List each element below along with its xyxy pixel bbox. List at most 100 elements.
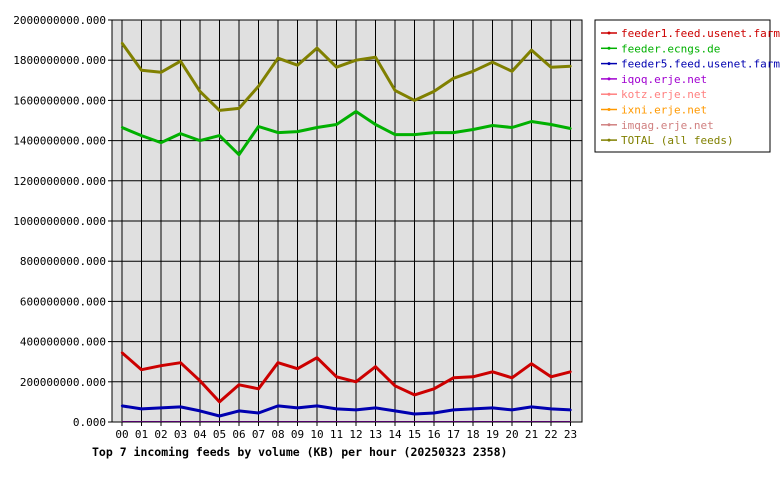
legend-label: iqoq.erje.net [621,73,707,86]
y-tick-label: 1200000000.000 [13,175,106,188]
data-point [140,368,143,371]
data-point [296,130,299,133]
y-tick-label: 1400000000.000 [13,135,106,148]
x-tick-label: 05 [213,428,226,441]
legend-label: feeder1.feed.usenet.farm [621,27,780,40]
data-point [471,70,475,73]
legend-label: imqag.erje.net [621,119,714,132]
data-point [452,376,455,379]
data-point [569,65,572,68]
data-point [530,405,533,409]
plot-border [111,19,583,423]
data-point [179,405,182,409]
x-tick-label: 10 [310,428,323,441]
data-point [335,375,338,378]
data-point [569,370,572,373]
data-point [276,131,280,134]
legend-marker [607,31,611,35]
y-tick-label: 1000000000.000 [13,215,106,228]
data-point [393,89,397,92]
x-tick-label: 08 [271,428,284,441]
legend-marker [607,108,611,111]
x-tick-label: 23 [564,428,577,441]
series-line [121,404,571,418]
data-point [393,384,397,388]
series-line [121,110,571,157]
data-point [491,124,494,127]
y-tick-label: 0.000 [73,416,106,429]
data-point [257,411,260,415]
data-point [432,131,436,134]
data-point [432,411,436,415]
data-point [198,90,202,93]
legend-marker [607,46,611,50]
x-tick-label: 18 [466,428,479,441]
data-point [140,407,143,411]
data-point [159,71,163,74]
data-point [237,383,241,387]
data-point [374,55,377,59]
data-point [549,123,553,126]
x-tick-label: 02 [154,428,167,441]
data-point [257,125,260,128]
data-point [510,376,514,379]
data-point [393,409,397,413]
data-point [218,109,221,112]
data-point [257,387,260,391]
data-point [296,64,299,67]
y-tick-label: 600000000.000 [20,295,106,308]
x-tick-label: 01 [135,428,148,441]
data-point [198,139,202,142]
data-point [491,370,494,373]
data-point [120,41,124,45]
data-point [413,99,416,102]
data-point [218,400,221,404]
data-point [354,110,358,113]
data-point [510,126,514,129]
data-point [237,409,241,413]
data-point [179,60,182,63]
legend-marker [607,123,611,127]
y-tick-label: 800000000.000 [20,255,106,268]
data-point [569,408,572,412]
x-tick-label: 16 [427,428,440,441]
x-tick-label: 03 [174,428,187,441]
data-point [237,107,241,110]
x-tick-label: 20 [505,428,518,441]
data-point [471,407,475,411]
data-point [276,404,280,408]
x-tick-label: 15 [408,428,421,441]
data-point [374,406,377,410]
data-point [530,120,533,123]
data-point [510,408,514,412]
data-point [354,380,358,383]
data-point [120,404,124,408]
data-point [120,126,124,129]
data-point [335,407,338,411]
x-axis: 00 01 02 03 04 05 06 07 08 09 10 11 12 13 14 15 16 17 18 19… [115,422,577,441]
legend-label: ixni.erje.net [621,104,707,117]
legend-label: feeder5.feed.usenet.farm [621,58,780,71]
y-tick-label: 2000000000.000 [13,14,106,27]
data-point [354,408,358,412]
data-point [315,126,319,129]
data-point [335,66,338,69]
x-tick-label: 09 [291,428,304,441]
data-point [237,153,241,156]
data-point [276,56,280,60]
x-tick-label: 22 [544,428,557,441]
data-point [569,127,572,130]
data-point [413,393,416,397]
data-point [140,69,143,72]
data-point [530,48,533,52]
data-point [393,133,397,136]
data-point [452,131,455,134]
series-line [120,42,571,112]
x-tick-label: 12 [349,428,362,441]
y-tick-label: 1800000000.000 [13,54,106,67]
data-point [159,406,163,410]
data-point [159,141,163,144]
data-point [471,375,475,378]
data-point [432,90,436,93]
